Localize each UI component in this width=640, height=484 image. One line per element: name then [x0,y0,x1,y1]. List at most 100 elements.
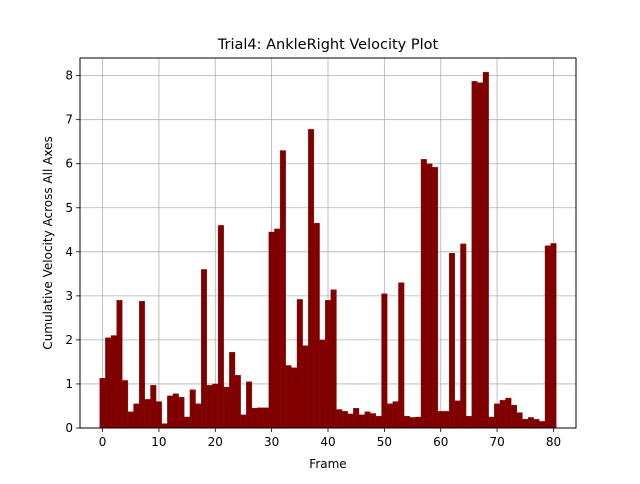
x-tick-label: 10 [151,435,166,449]
y-axis-ticks: 0 1 2 3 4 5 6 7 8 [65,69,80,435]
bar [477,82,484,429]
bar [437,411,444,429]
bar [144,399,151,429]
bar [122,380,129,429]
bar [178,397,185,429]
x-tick-label: 20 [208,435,223,449]
bar [116,300,123,429]
bar [319,339,326,429]
bar [189,389,196,429]
bar [212,383,219,429]
bar [341,411,348,429]
bar [133,403,140,429]
bar [229,352,236,429]
bar [167,395,174,429]
bar [172,393,179,429]
bar [234,374,241,429]
bar [302,345,309,429]
bar [420,159,427,429]
bar [110,335,117,429]
bar [364,411,371,429]
bar [308,129,315,429]
y-tick-label: 6 [65,157,73,171]
bar [454,400,461,429]
bar [285,365,292,429]
x-tick-label: 80 [546,435,561,449]
bar [432,167,439,429]
y-tick-label: 2 [65,333,73,347]
y-tick-label: 8 [65,69,73,83]
bar [398,282,405,429]
bar [150,385,157,429]
bar [443,411,450,429]
x-tick-label: 40 [320,435,335,449]
bar [206,385,213,429]
bar [274,228,281,429]
bar [358,414,365,429]
bar [381,293,388,429]
bar [347,413,354,429]
bar [105,337,112,429]
bar [471,81,478,429]
bar [99,378,106,429]
y-axis-label: Cumulative Velocity Across All Axes [41,136,55,349]
bar [516,412,523,429]
bar [511,404,517,429]
x-tick-label: 60 [433,435,448,449]
bar [155,401,162,429]
bar [539,421,546,429]
bar [268,231,275,429]
x-tick-label: 0 [99,435,107,449]
bar [426,163,433,429]
bar [184,416,191,429]
bar [296,299,303,429]
bar [403,415,410,429]
bar [522,419,529,429]
bar [195,403,202,429]
bar [533,419,540,429]
bar [353,408,360,429]
x-axis-label: Frame [309,457,346,471]
bar [223,386,230,429]
x-axis-ticks: 0 10 20 30 40 50 60 70 80 [99,428,561,449]
bar [330,289,337,429]
y-tick-label: 0 [65,421,73,435]
y-tick-label: 4 [65,245,73,259]
x-tick-label: 50 [377,435,392,449]
chart-title: Trial4: AnkleRight Velocity Plot [217,37,439,53]
grid-lines [80,58,576,429]
bar [325,300,331,429]
bar [217,225,224,429]
bar [449,252,455,429]
bar [139,300,145,429]
bar [494,403,501,429]
bar [375,415,382,429]
bar [392,401,399,429]
bar [544,245,551,429]
bar [370,413,377,429]
bar [279,150,286,429]
bar [291,367,298,429]
bar [482,71,489,429]
bar [415,416,422,429]
x-tick-label: 70 [489,435,504,449]
bar [263,407,269,429]
bar [240,414,247,429]
bar [409,417,416,429]
bar [488,416,495,429]
bar [505,397,512,429]
bar [313,223,320,429]
x-tick-label: 30 [264,435,279,449]
bar [460,243,467,429]
bar [465,415,472,429]
bar [257,407,264,429]
y-tick-label: 5 [65,201,73,215]
bar [251,408,258,429]
bar [127,411,134,429]
bar [161,423,168,429]
bar [246,381,253,429]
bar [527,417,534,429]
y-tick-label: 7 [65,113,73,127]
